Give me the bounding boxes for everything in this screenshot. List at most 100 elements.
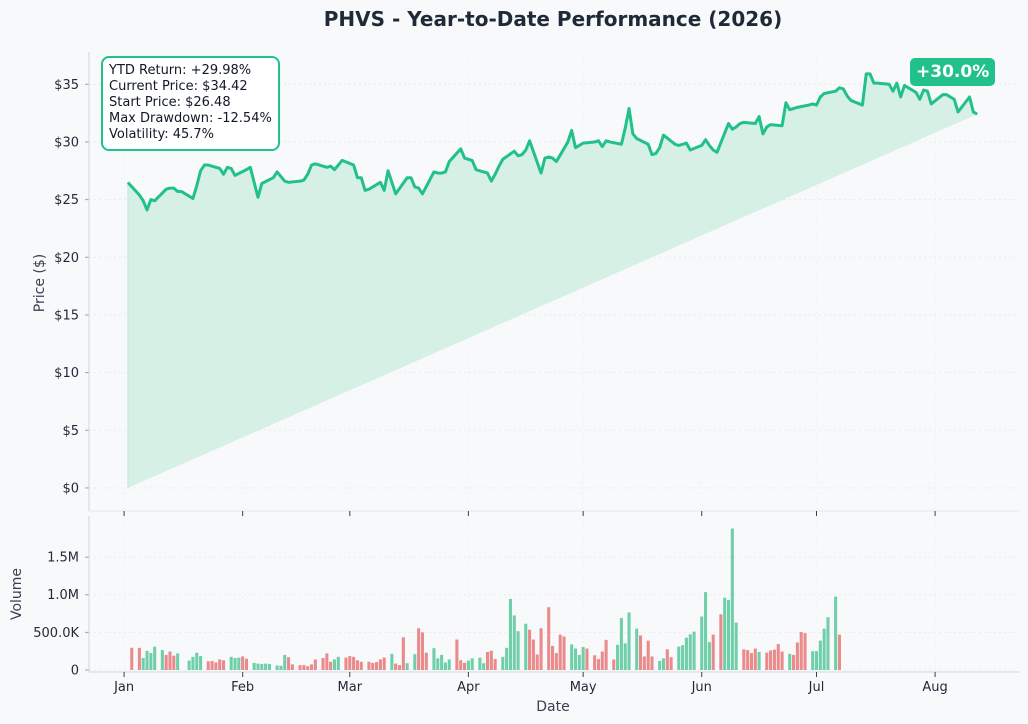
volume-bar [137,647,141,670]
price-tick-label: $0 [62,481,79,496]
volume-bar [826,617,830,670]
volume-bar [172,655,176,670]
volume-bar [233,657,237,670]
x-tick-label: Jan [113,680,134,695]
volume-bar [757,651,761,670]
volume-bar [187,660,191,670]
volume-bar [191,656,195,670]
volume-bar [478,657,482,670]
volume-bar [508,598,512,670]
volume-bar [394,663,398,670]
volume-bar [585,648,589,670]
volume-bar [765,652,769,670]
volume-bar [482,663,486,670]
volume-bar [470,658,474,670]
volume-bar [256,663,260,670]
volume-bar [650,656,654,670]
volume-bar [199,656,203,670]
volume-bar [218,659,222,670]
volume-bar [153,646,157,670]
volume-bar [417,628,421,670]
volume-bar [359,661,363,670]
volume-bar [573,648,578,670]
volume-bar [229,656,233,670]
volume-bar [160,650,164,670]
volume-bar [237,657,241,670]
volume-bar [298,665,302,670]
volume-bar [711,634,715,670]
volume-bar [780,651,784,670]
volume-bar [440,654,444,670]
volume-bar [707,642,711,670]
volume-bar [524,623,528,670]
return-badge: +30.0% [910,58,996,86]
volume-bar [485,651,490,670]
volume-bar [371,662,375,670]
chart-title: PHVS - Year-to-Date Performance (2026) [324,7,782,31]
volume-bar [397,665,402,670]
volume-bar [141,657,145,670]
volume-bar [822,628,826,670]
x-tick-label: Aug [922,680,947,695]
volume-bar [145,650,149,670]
volume-bar [210,660,214,670]
volume-bar [681,645,685,670]
volume-bar [558,634,562,670]
volume-bar [619,618,623,670]
volume-bar [792,654,796,670]
price-area-layer [126,72,978,488]
volume-bar [287,657,291,670]
volume-bar [749,653,753,670]
volume-bar [623,643,627,670]
volume-bar [279,665,283,670]
volume-bar [551,645,555,670]
price-line [126,72,978,212]
volume-bar [795,642,799,670]
volume-bar [577,654,581,670]
volume-bar [677,646,681,670]
price-tick-label: $10 [54,366,79,381]
volume-bar [811,651,815,670]
volume-bar [700,616,704,670]
volume-bar [562,636,566,670]
volume-bar [635,628,639,670]
volume-bar [814,651,819,670]
volume-bar [436,658,440,670]
x-tick-label: Feb [231,680,254,695]
volume-bar [719,614,723,670]
price-tick-label: $25 [54,193,79,208]
ytd-return-text: YTD Return: +29.98% [109,63,252,78]
volume-bar [459,660,463,670]
volume-bar [336,656,340,670]
volume-bar [493,659,497,670]
volume-bar [332,659,337,670]
volume-bar [688,634,692,670]
volume-bar [432,648,436,670]
volume-tick-label: 500.0K [33,626,79,641]
volume-bar [646,640,650,670]
volume-bar [401,637,405,670]
volume-bar [818,640,822,670]
volume-bar [726,600,731,670]
volume-bar [769,650,773,670]
volume-bar [283,654,287,670]
volume-bar [638,635,643,670]
volume-bar [463,662,467,670]
volume-bar [206,661,210,670]
volume-bar [149,653,153,670]
x-tick-label: Mar [338,680,363,695]
volume-bar [455,639,459,670]
volume-bar [612,659,616,670]
volume-bar [420,632,425,670]
volume-bar [642,656,646,670]
volume-bar [489,650,493,670]
price-tick-label: $15 [54,308,79,323]
volume-bar [355,660,359,670]
volume-bar [378,659,382,670]
volume-bar [367,661,371,670]
volume-bar [658,660,662,670]
volume-bar [244,658,249,670]
volume-bar [405,663,409,670]
